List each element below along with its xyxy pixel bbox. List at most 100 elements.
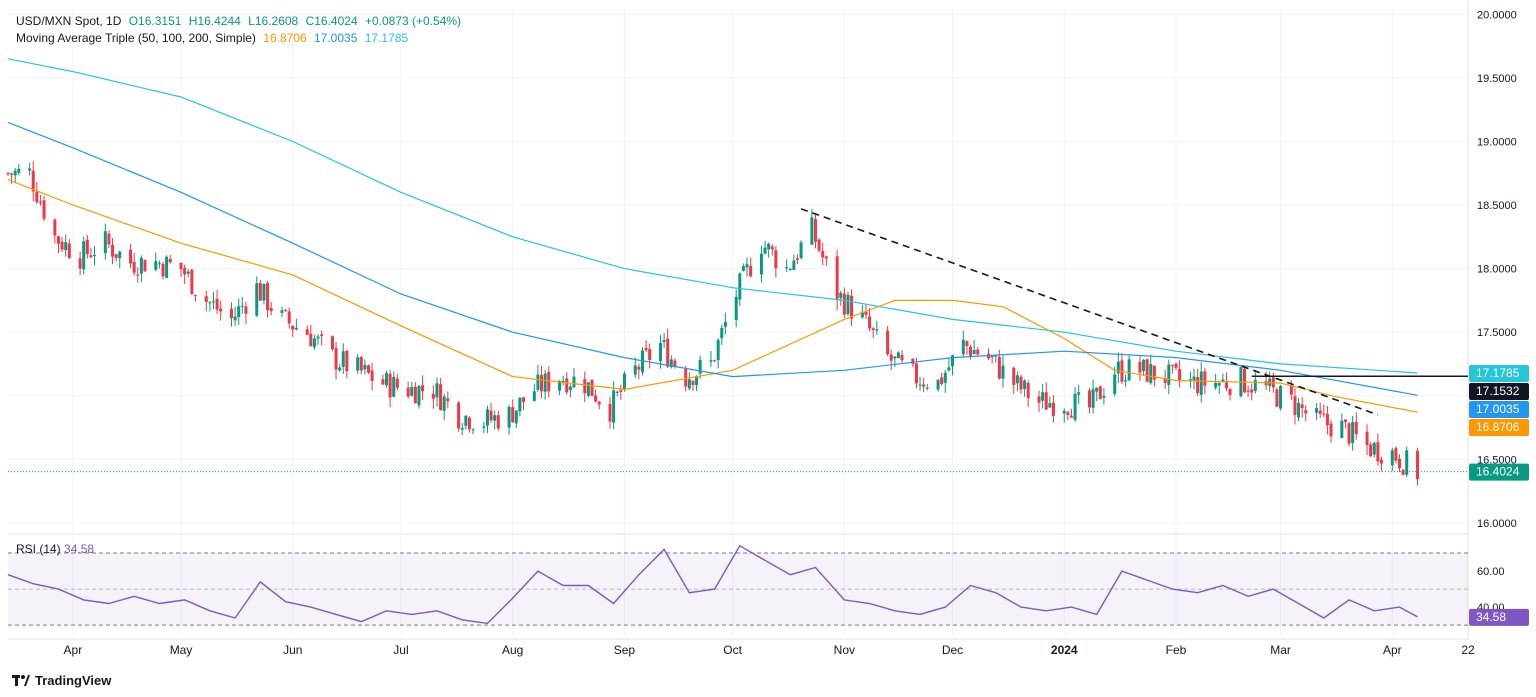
candle-body [244,306,248,314]
candle-body [341,351,345,367]
ma-line-ma50 [7,179,1418,413]
candle-body [1152,365,1156,380]
rsi-price-text: 34.58 [1476,610,1506,624]
candle-body [161,264,165,277]
candle-body [1149,364,1153,384]
ma-line-ma200 [7,58,1418,374]
candle-body [1199,371,1203,395]
candle-body [395,378,399,388]
candle-body [1066,412,1070,415]
price-label-text: 17.1785 [1476,366,1520,380]
candle-body [136,274,140,276]
candle-body [990,355,994,358]
candle-body [1405,450,1409,475]
candle-body [583,379,587,394]
candle-body [940,377,944,384]
candle-body [1214,382,1218,388]
candle-body [1293,396,1297,416]
symbol-legend: USD/MXN Spot, 1D O16.3151 H16.4244 L16.2… [16,14,465,28]
candle-body [356,357,360,371]
candle-body [846,294,850,315]
candle-body [540,375,544,392]
candle-body [6,172,10,174]
y-tick-label: 16.5000 [1477,454,1517,466]
candle-body [1023,380,1027,390]
tradingview-logo[interactable]: TradingView [12,673,111,688]
x-tick-label: Jul [393,643,408,657]
price-label-text: 17.0035 [1476,402,1520,416]
candle-body [684,368,688,387]
candle-body [860,311,864,318]
rsi-tick-label: 60.00 [1477,566,1505,578]
candle-body [1416,450,1420,480]
candle-body [56,236,60,244]
candle-body [893,356,897,359]
candle-body [1224,381,1228,389]
candle-body [1196,377,1200,394]
candle-body [1394,448,1398,461]
candle-body [1347,423,1351,444]
candle-body [976,349,980,355]
ohlc-change: +0.0873 (+0.54%) [364,14,462,28]
candle-body [997,356,1001,379]
candle-body [1289,385,1293,395]
candle-body [10,173,14,175]
y-tick-label: 19.0000 [1477,136,1517,148]
candle-body [507,406,511,428]
x-tick-label: Feb [1166,643,1187,657]
candle-body [687,379,691,389]
candle-body [734,296,738,320]
candle-body [366,365,370,373]
candle-body [716,340,720,361]
candle-body [695,376,699,385]
candle-body [612,390,616,423]
price-label-tag [1469,365,1529,383]
candle-body [969,346,973,357]
x-tick-label: 2024 [1051,643,1078,657]
candle-body [139,257,143,274]
candle-body [821,251,825,258]
candle-body [78,258,82,269]
candle-body [586,382,590,396]
candle-body [439,384,443,411]
candle-body [1340,420,1344,439]
candle-body [565,378,569,393]
candle-body [237,306,241,318]
candle-body [936,379,940,390]
candle-body [89,255,93,258]
candle-body [922,384,926,387]
candle-body [305,329,309,335]
candle-body [413,387,417,404]
candle-body [467,417,471,430]
candle-body [417,386,421,406]
candle-body [60,241,64,250]
candle-body [64,242,68,251]
ohlc-close: C16.4024 [305,14,358,28]
candle-body [850,295,854,319]
candle-body [925,387,929,389]
candle-body [1379,459,1383,464]
candle-body [669,359,673,368]
candle-body [662,340,666,342]
candle-body [1365,431,1369,446]
candle-body [1124,380,1128,382]
candle-body [644,347,648,351]
candle-body [965,341,969,347]
candle-body [93,255,97,257]
candle-body [143,260,147,272]
price-label-text: 17.1532 [1476,384,1520,398]
candle-body [522,397,526,402]
candle-body [723,321,727,327]
candle-body [1098,386,1102,400]
candle-body [658,343,662,362]
brand-name: TradingView [35,673,112,688]
candle-body [320,334,324,336]
candle-body [1145,359,1149,382]
candle-body [824,256,828,259]
candle-body [518,397,522,412]
candle-body [13,170,17,176]
candle-body [31,170,35,192]
x-tick-label: Apr [64,643,83,657]
candle-body [1142,359,1146,372]
